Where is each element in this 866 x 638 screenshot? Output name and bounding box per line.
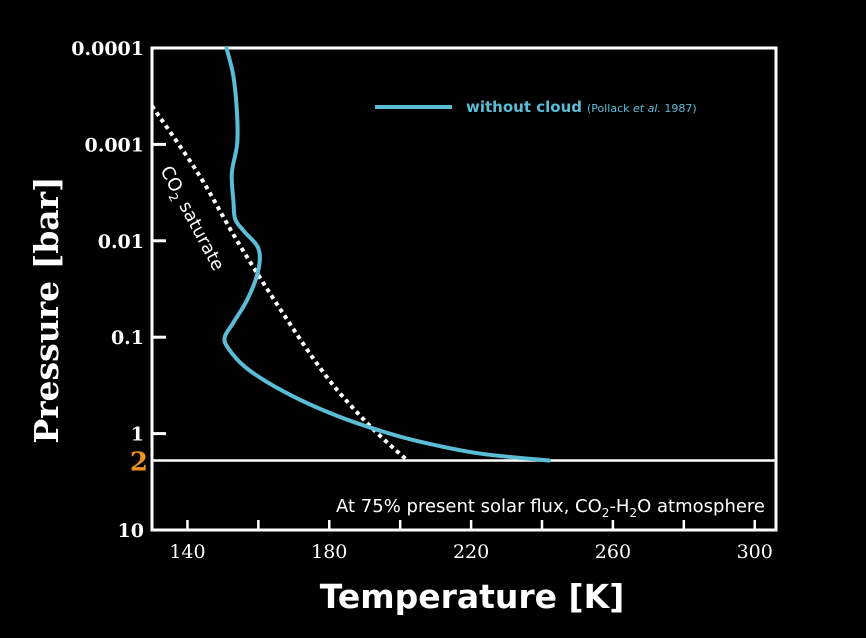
condition-sub-1: 2 bbox=[602, 506, 610, 520]
y-tick-label: 0.1 bbox=[111, 327, 144, 349]
y-tick-label: 10 bbox=[118, 520, 144, 542]
y-tick-label: 1 bbox=[131, 424, 144, 446]
plot-frame bbox=[150, 46, 778, 532]
legend-ref-italic: et al. bbox=[633, 102, 661, 115]
condition-part-b: -H bbox=[609, 496, 629, 517]
y-tick-label: 0.001 bbox=[85, 134, 145, 156]
co2-saturation-curve bbox=[150, 104, 409, 462]
y-axis-ticks: 0.0001 0.001 0.01 0.1 1 10 bbox=[71, 38, 166, 542]
condition-part-a: At 75% present solar flux, CO bbox=[336, 496, 602, 517]
x-tick-label: 140 bbox=[169, 541, 205, 563]
without-cloud-profile bbox=[222, 46, 552, 463]
y-tick-label: 0.0001 bbox=[71, 38, 144, 60]
co2-saturate-main: CO bbox=[156, 162, 187, 195]
condition-part-c: O atmosphere bbox=[637, 496, 765, 517]
legend-series-name: without cloud bbox=[466, 98, 582, 116]
condition-sub-2: 2 bbox=[629, 506, 637, 520]
condition-annotation: At 75% present solar flux, CO2-H2O atmos… bbox=[336, 496, 765, 520]
y-axis-label: Pressure [bar] bbox=[27, 176, 66, 443]
x-axis-ticks: 140 180 220 260 300 bbox=[169, 520, 773, 563]
x-axis-label: Temperature [K] bbox=[320, 577, 625, 616]
x-tick-label: 300 bbox=[737, 541, 773, 563]
co2-saturate-rest: saturate bbox=[172, 193, 229, 275]
legend-ref-prefix: (Pollack bbox=[587, 102, 633, 115]
legend-label: without cloud (Pollack et al. 1987) bbox=[466, 98, 697, 116]
y-tick-label: 0.01 bbox=[98, 231, 144, 253]
x-tick-label: 180 bbox=[311, 541, 347, 563]
x-tick-label: 260 bbox=[595, 541, 631, 563]
legend-ref-suffix: 1987) bbox=[661, 102, 697, 115]
surface-pressure-label: 2 bbox=[130, 447, 148, 477]
co2-saturate-label: CO2 saturate bbox=[153, 162, 228, 275]
x-tick-label: 220 bbox=[453, 541, 489, 563]
